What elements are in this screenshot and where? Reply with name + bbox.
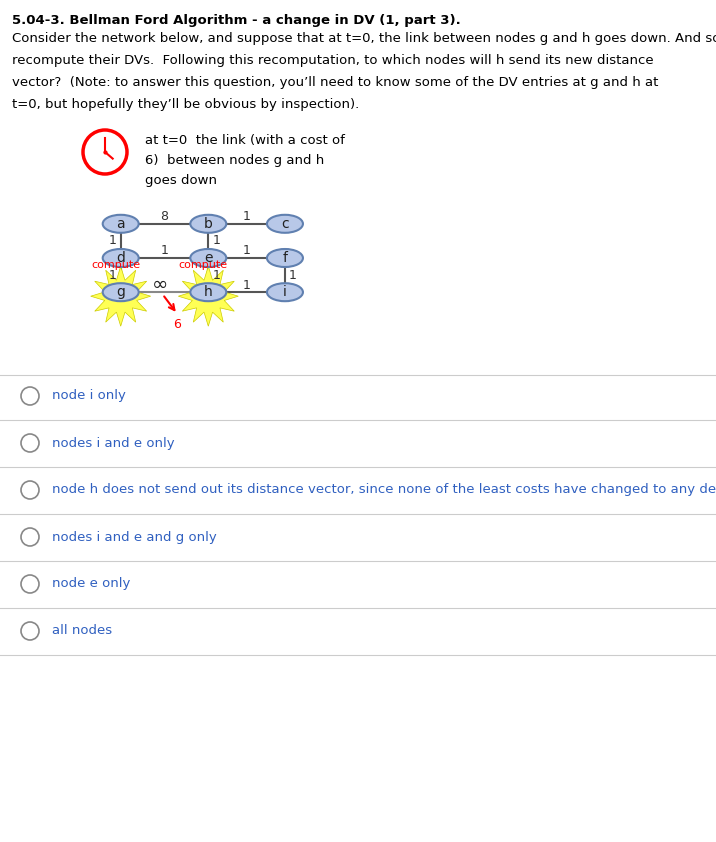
Text: at t=0  the link (with a cost of: at t=0 the link (with a cost of xyxy=(145,134,345,147)
Text: f: f xyxy=(282,251,287,265)
Ellipse shape xyxy=(102,215,139,232)
Text: 1: 1 xyxy=(243,244,251,258)
Text: h: h xyxy=(204,285,213,299)
Text: recompute their DVs.  Following this recomputation, to which nodes will h send i: recompute their DVs. Following this reco… xyxy=(12,54,654,67)
Ellipse shape xyxy=(190,283,226,301)
Text: d: d xyxy=(116,251,125,265)
Text: 1: 1 xyxy=(243,210,251,223)
Text: 1: 1 xyxy=(109,234,117,248)
Text: e: e xyxy=(204,251,213,265)
Text: compute: compute xyxy=(179,260,228,270)
Text: a: a xyxy=(117,216,125,231)
Text: g: g xyxy=(116,285,125,299)
Text: ∞: ∞ xyxy=(151,274,168,294)
Text: Consider the network below, and suppose that at t=0, the link between nodes g an: Consider the network below, and suppose … xyxy=(12,32,716,45)
Text: 1: 1 xyxy=(109,269,117,281)
Text: all nodes: all nodes xyxy=(52,625,112,637)
Text: i: i xyxy=(283,285,287,299)
Text: b: b xyxy=(204,216,213,231)
Ellipse shape xyxy=(190,249,226,267)
Text: 1: 1 xyxy=(289,269,297,281)
Text: 1: 1 xyxy=(213,234,221,248)
Text: vector?  (Note: to answer this question, you’ll need to know some of the DV entr: vector? (Note: to answer this question, … xyxy=(12,76,659,89)
Text: 5.04-3. Bellman Ford Algorithm - a change in DV (1, part 3).: 5.04-3. Bellman Ford Algorithm - a chang… xyxy=(12,14,465,27)
Ellipse shape xyxy=(102,283,139,301)
Text: nodes i and e and g only: nodes i and e and g only xyxy=(52,530,217,543)
Text: 1: 1 xyxy=(160,244,168,258)
Ellipse shape xyxy=(267,215,303,232)
Text: node e only: node e only xyxy=(52,578,130,590)
Ellipse shape xyxy=(267,249,303,267)
Text: 1: 1 xyxy=(213,269,221,281)
Text: nodes i and e only: nodes i and e only xyxy=(52,436,175,450)
Text: 8: 8 xyxy=(160,210,168,223)
Text: node i only: node i only xyxy=(52,390,126,402)
Ellipse shape xyxy=(102,249,139,267)
Text: goes down: goes down xyxy=(145,174,217,187)
Polygon shape xyxy=(91,266,150,326)
Ellipse shape xyxy=(267,283,303,301)
Text: c: c xyxy=(281,216,289,231)
Ellipse shape xyxy=(190,215,226,232)
Text: compute: compute xyxy=(91,260,140,270)
Text: t=0, but hopefully they’ll be obvious by inspection).: t=0, but hopefully they’ll be obvious by… xyxy=(12,98,359,111)
Text: 6)  between nodes g and h: 6) between nodes g and h xyxy=(145,154,324,167)
Text: 6: 6 xyxy=(173,318,181,331)
Polygon shape xyxy=(178,266,238,326)
Text: 1: 1 xyxy=(243,279,251,291)
Text: node h does not send out its distance vector, since none of the least costs have: node h does not send out its distance ve… xyxy=(52,483,716,497)
